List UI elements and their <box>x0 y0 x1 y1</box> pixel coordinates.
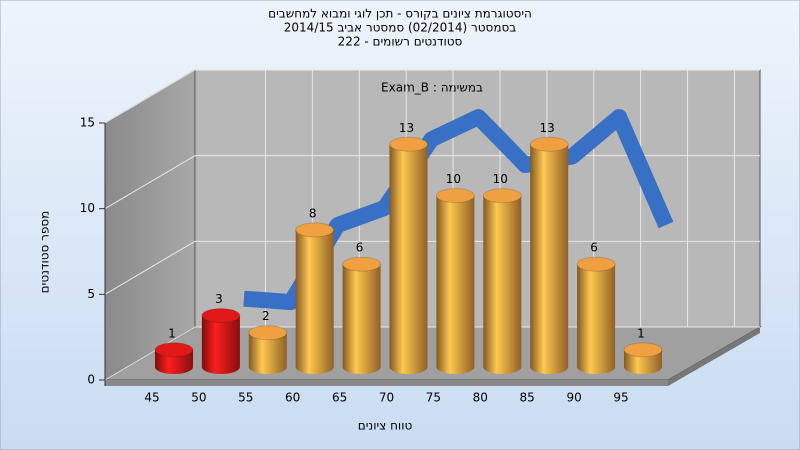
data-label: 2 <box>262 309 270 323</box>
bar-top <box>389 136 428 152</box>
x-axis-label: טווח ציונים <box>358 419 413 433</box>
bar <box>389 144 428 374</box>
data-label: 10 <box>493 172 508 186</box>
floor-front <box>105 380 668 386</box>
floor-edge <box>668 327 760 386</box>
data-label: 6 <box>356 241 364 255</box>
grid-line <box>104 69 196 124</box>
bar <box>295 229 334 374</box>
x-tick-label: 70 <box>379 391 394 405</box>
y-tick-label: 15 <box>80 116 95 130</box>
data-label: 6 <box>590 241 598 255</box>
grid-line <box>104 155 196 210</box>
data-label: 1 <box>637 326 645 340</box>
y-tick-label: 10 <box>80 201 95 215</box>
x-tick-label: 75 <box>426 391 441 405</box>
back-wall <box>194 69 761 328</box>
data-label: 13 <box>540 121 555 135</box>
left-wall <box>104 69 196 381</box>
bar <box>248 332 287 374</box>
y-axis-label: מספר סטודנטים <box>38 211 52 294</box>
bar <box>530 144 569 374</box>
bar <box>342 264 381 374</box>
grid-line <box>104 326 196 381</box>
x-tick-label: 80 <box>473 391 488 405</box>
chart-subtitle: Exam_B : במשימה <box>381 81 483 95</box>
bar-top <box>435 188 475 204</box>
bar-top <box>295 222 335 238</box>
bar <box>436 195 475 374</box>
x-tick-label: 65 <box>332 391 347 405</box>
bar-top <box>201 308 241 324</box>
bar-top <box>482 188 522 204</box>
data-label: 1 <box>168 326 176 340</box>
x-tick-label: 50 <box>191 391 206 405</box>
bar <box>201 315 240 374</box>
bar-top <box>154 342 194 358</box>
grid-line <box>104 240 196 295</box>
data-label: 3 <box>215 292 223 306</box>
bar-top <box>623 342 663 358</box>
x-tick-label: 85 <box>520 391 535 405</box>
x-tick-label: 90 <box>566 391 581 405</box>
x-tick-label: 55 <box>238 391 253 405</box>
y-tick-label: 0 <box>87 373 95 387</box>
data-label: 13 <box>399 121 414 135</box>
bar <box>483 195 522 374</box>
chart-title: בסמסטר (02/2014) סמסטר אביב 2014/15 <box>284 21 516 35</box>
x-tick-label: 95 <box>613 391 628 405</box>
y-tick-label: 5 <box>87 287 95 301</box>
x-tick-label: 60 <box>285 391 300 405</box>
bar-top <box>576 256 616 272</box>
data-label: 8 <box>309 206 317 220</box>
data-label: 10 <box>446 172 461 186</box>
x-tick-label: 45 <box>144 391 159 405</box>
bar-top <box>342 256 382 272</box>
chart-title: סטודנטים רשומים - 222 <box>338 35 463 49</box>
bar <box>577 264 616 374</box>
bar-top <box>248 325 288 341</box>
bar-top <box>529 136 569 152</box>
chart-title: היסטוגרמת ציונים בקורס - תכן לוגי ומבוא … <box>268 7 532 21</box>
